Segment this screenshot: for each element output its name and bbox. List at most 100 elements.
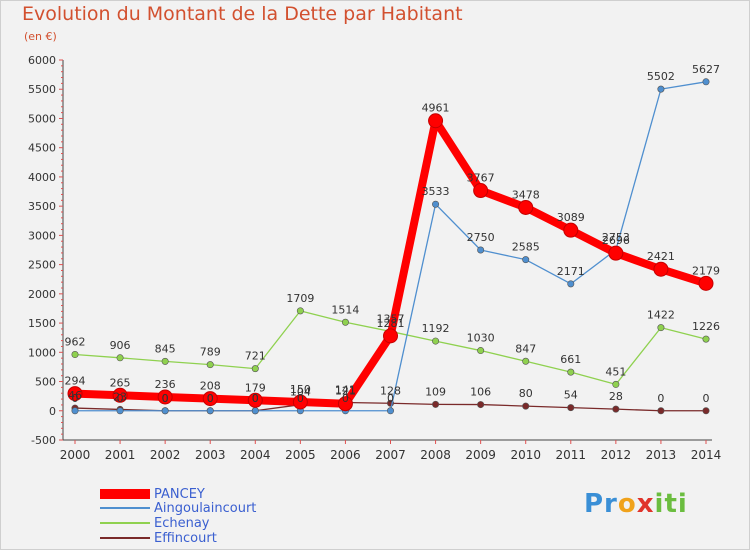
data-point: [202, 391, 218, 407]
data-label: 1514: [331, 303, 359, 316]
data-label: 0: [297, 392, 304, 405]
data-label: 2179: [692, 264, 720, 277]
legend-label: Effincourt: [154, 530, 217, 546]
data-label: 265: [110, 376, 131, 389]
data-point: [518, 199, 534, 215]
y-tick-label: 2000: [28, 288, 56, 301]
data-point: [702, 407, 710, 415]
data-label: 721: [245, 350, 266, 363]
data-label: 3767: [467, 172, 495, 185]
data-label: 236: [155, 378, 176, 391]
y-tick-label: 3500: [28, 200, 56, 213]
data-point: [341, 318, 349, 326]
data-label: 0: [252, 392, 259, 405]
data-point: [157, 389, 173, 405]
data-label: 121: [335, 385, 356, 398]
legend-swatch-echenay: [100, 522, 150, 524]
data-label: 451: [605, 365, 626, 378]
data-point: [608, 245, 624, 261]
legend-swatch-pancey: [100, 489, 150, 499]
legend-item-echenay: Echenay: [100, 516, 210, 531]
data-point: [296, 307, 304, 315]
legend-swatch-effincourt: [100, 537, 150, 539]
data-point: [386, 407, 394, 415]
data-label: 847: [515, 342, 536, 355]
x-tick-label: 2008: [420, 448, 451, 462]
data-label: 54: [564, 389, 578, 402]
data-label: 0: [657, 392, 664, 405]
data-label: 208: [200, 380, 221, 393]
y-tick-label: 6000: [28, 54, 56, 67]
x-tick-label: 2005: [285, 448, 316, 462]
data-point: [67, 386, 83, 402]
data-point: [251, 365, 259, 373]
data-point: [657, 85, 665, 93]
data-label: 46: [68, 389, 82, 402]
x-tick-label: 2000: [60, 448, 91, 462]
data-label: 906: [110, 339, 131, 352]
data-point: [71, 407, 79, 415]
y-tick-label: 0: [49, 405, 56, 418]
data-label: 4961: [422, 102, 450, 115]
data-label: 1030: [467, 332, 495, 345]
data-label: 789: [200, 346, 221, 359]
x-tick-label: 2011: [556, 448, 587, 462]
y-tick-label: 3000: [28, 229, 56, 242]
data-point: [563, 222, 579, 238]
data-label: 3089: [557, 211, 585, 224]
chart-title: Evolution du Montant de la Dette par Hab…: [22, 3, 463, 25]
data-label: 2750: [467, 231, 495, 244]
x-tick-label: 2009: [465, 448, 496, 462]
data-point: [567, 368, 575, 376]
data-point: [161, 407, 169, 415]
data-point: [116, 407, 124, 415]
data-label: 0: [252, 392, 259, 405]
data-label: 150: [290, 383, 311, 396]
data-label: 0: [207, 392, 214, 405]
data-point: [206, 361, 214, 369]
data-label: 1281: [377, 317, 405, 330]
x-tick-label: 2007: [375, 448, 406, 462]
data-label: 141: [335, 384, 356, 397]
legend-item-aingoulaincourt: Aingoulaincourt: [100, 501, 256, 516]
x-tick-label: 2010: [510, 448, 541, 462]
data-label: 962: [65, 336, 86, 349]
data-point: [522, 256, 530, 264]
data-label: 28: [609, 390, 623, 403]
x-tick-label: 2012: [601, 448, 632, 462]
data-point: [206, 407, 214, 415]
x-tick-label: 2013: [646, 448, 677, 462]
data-point: [522, 357, 530, 365]
data-label: 0: [207, 392, 214, 405]
legend-item-pancey: PANCEY: [100, 487, 205, 502]
y-tick-label: 500: [35, 376, 56, 389]
data-point: [477, 347, 485, 355]
data-point: [477, 246, 485, 254]
data-label: 179: [245, 381, 266, 394]
data-label: 0: [387, 392, 394, 405]
data-label: 1192: [422, 322, 450, 335]
data-point: [698, 275, 714, 291]
data-label: 0: [342, 392, 349, 405]
data-label: 2421: [647, 250, 675, 263]
data-point: [428, 113, 444, 129]
data-point: [522, 402, 530, 410]
data-label: 294: [65, 375, 86, 388]
chart-unit-label: (en €): [24, 30, 57, 43]
data-label: 5502: [647, 70, 675, 83]
data-label: 0: [72, 392, 79, 405]
y-tick-label: 2500: [28, 259, 56, 272]
y-tick-label: 4500: [28, 142, 56, 155]
data-point: [567, 404, 575, 412]
data-point: [477, 401, 485, 409]
data-label: 1357: [377, 312, 405, 325]
data-point: [161, 357, 169, 365]
data-label: 0: [162, 392, 169, 405]
data-point: [702, 335, 710, 343]
data-point: [612, 405, 620, 413]
data-point: [473, 183, 489, 199]
data-label: 2696: [602, 234, 630, 247]
data-label: 23: [113, 390, 127, 403]
data-point: [71, 351, 79, 359]
